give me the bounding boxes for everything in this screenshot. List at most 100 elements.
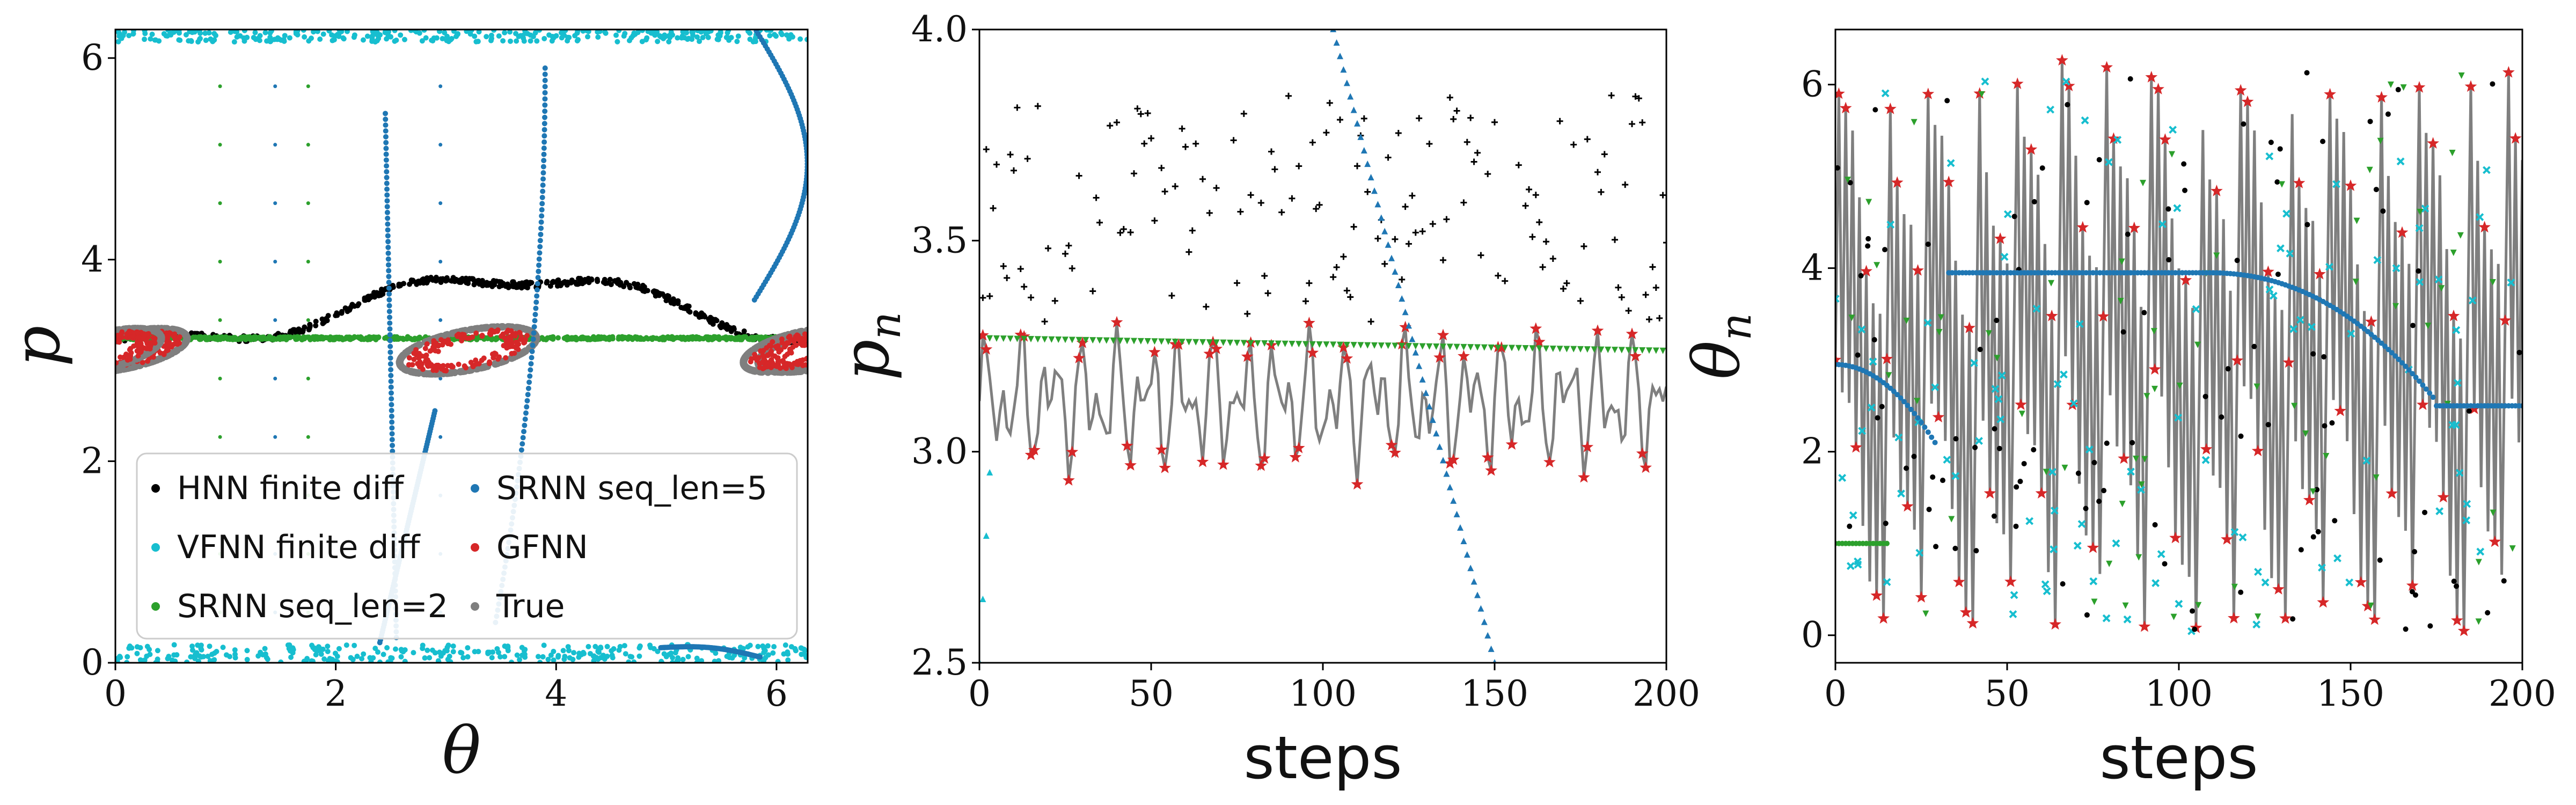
vfnn-point [2003,210,2012,218]
hnn-point [1991,513,1997,519]
vfnn-point [555,654,561,660]
hnn-point [2422,509,2428,515]
hnn-point [719,320,725,326]
hnn-point [1532,192,1539,199]
hnn-point [1502,277,1509,284]
hnn-point [2373,187,2379,193]
srnn2-point [1289,341,1296,348]
hnn-point [1615,284,1622,291]
hnn-point [699,313,705,319]
vfnn-point [2333,554,2341,562]
srnn5-point [537,250,543,256]
vfnn-point [142,36,148,42]
srnn5-point [389,407,394,413]
vfnn-point [2261,578,2270,587]
vfnn-point [401,36,407,42]
srnn5-point [387,326,393,332]
x-tick-label: 50 [1985,673,2030,714]
hnn-point [2410,323,2416,328]
hnn-point [678,305,684,311]
vfnn-point [675,35,680,41]
srnn2-point [1639,347,1646,354]
legend-marker-gfnn [471,543,479,552]
hnn-point [687,309,693,315]
gfnn-point [754,357,760,363]
hnn-point [714,318,720,324]
srnn2-point [2475,559,2482,566]
hnn-point [1652,284,1659,291]
srnn5-point [384,180,390,186]
hnn-point [2091,459,2097,465]
hnn-point [1199,175,1206,182]
legend-label-srnn5: SRNN seq_len=5 [496,470,767,507]
srnn5-point [536,256,542,262]
srnn2-point [607,335,613,341]
hnn-point [507,283,513,289]
srnn2-point [1227,339,1234,346]
vfnn-point [586,643,591,649]
vfnn-point [205,653,211,659]
vfnn-point [290,650,296,656]
srnn5-point [518,447,524,453]
vfnn-point [745,30,751,34]
vfnn-point [336,33,342,39]
vfnn-point [2173,204,2182,213]
vfnn-point [621,643,627,649]
hnn-point [1460,199,1467,206]
hnn-point [2065,102,2070,108]
vfnn-point [760,643,766,649]
srnn5-point [383,157,389,163]
x-tick-label: 4 [545,673,567,714]
hnn-point [1601,151,1608,158]
sparse-point [218,143,222,147]
srnn5-point [533,305,539,311]
gfnn-point [2004,575,2017,587]
srnn5-point [531,330,537,336]
srnn5-point [385,227,391,233]
hnn-point [1940,478,1945,484]
hnn-point [1883,521,1889,526]
hnn-point [2416,268,2421,274]
srnn2-point [1543,345,1549,352]
hnn-point [544,280,550,286]
hnn-point [1882,247,1888,253]
gfnn-point [150,354,156,360]
hnn-point [2454,583,2460,589]
hnn-point [1903,465,1909,471]
sparse-point [218,260,222,264]
srnn5-point [383,145,389,151]
gfnn-point [406,355,412,361]
vfnn-point [514,38,519,44]
gfnn-point [517,330,523,336]
srnn5-point [532,312,538,318]
vfnn-point [663,654,669,660]
srnn5-point [388,378,394,384]
srnn5-point [528,361,534,367]
srnn5-point [542,114,548,120]
hnn-point [1977,347,1983,353]
gfnn-point [1966,617,1979,629]
hnn-point [2403,626,2409,632]
vfnn-point [475,39,481,45]
gfnn-point [470,334,475,340]
vfnn-point [459,650,465,656]
srnn5-point [1419,376,1426,383]
hnn-point [1028,294,1034,301]
hnn-point [1612,236,1618,243]
vfnn-point [232,647,238,653]
srnn5-point [387,314,393,320]
x-tick-label: 0 [968,673,991,714]
srnn5-point [538,225,544,231]
vfnn-point [137,645,143,650]
vfnn-point [316,645,322,650]
vfnn-point [497,654,503,660]
hnn-point [2238,433,2244,439]
gfnn-point [749,356,755,362]
hnn-point [1412,229,1419,236]
legend-marker-srnn2 [151,602,160,611]
vfnn-point [690,32,696,38]
hnn-point [2162,561,2168,567]
hnn-point [2039,165,2045,171]
srnn2-point [686,336,692,342]
srnn5-point [383,134,389,140]
